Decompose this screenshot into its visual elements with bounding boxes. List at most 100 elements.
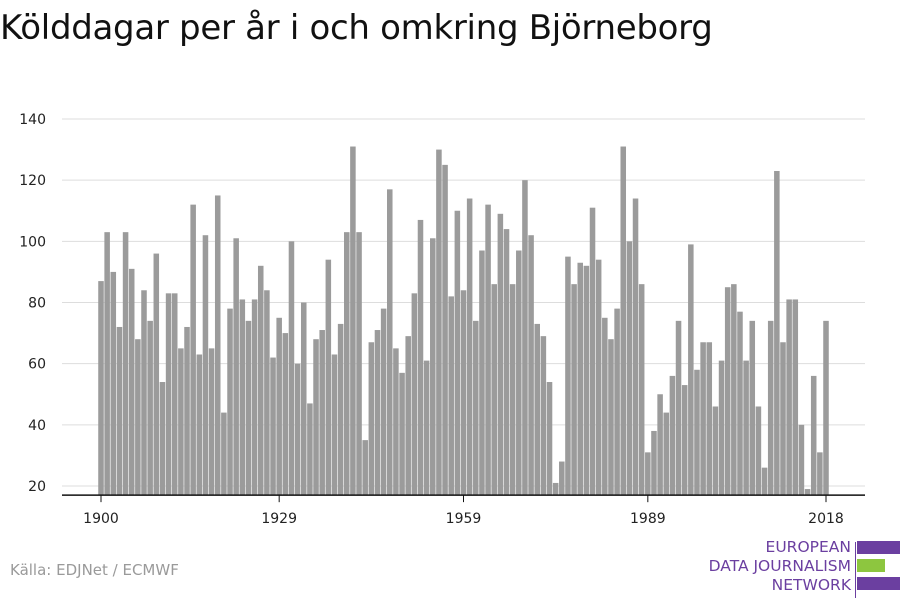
bar-1932 bbox=[294, 363, 301, 496]
bar-1987 bbox=[632, 198, 639, 496]
logo-text: EUROPEAN DATA JOURNALISM NETWORK bbox=[709, 538, 851, 595]
bar-1915 bbox=[190, 204, 196, 496]
bar-1950 bbox=[405, 336, 411, 496]
logo-divider bbox=[855, 542, 856, 598]
bar-1904 bbox=[122, 232, 129, 496]
bar-2007 bbox=[755, 406, 762, 496]
bar-1924 bbox=[245, 320, 252, 496]
bar-1976 bbox=[565, 256, 571, 496]
bar-1974 bbox=[552, 482, 559, 496]
bar-1968 bbox=[516, 250, 522, 496]
bar-1954 bbox=[430, 238, 436, 496]
bar-1909 bbox=[153, 253, 160, 496]
bar-1965 bbox=[497, 213, 504, 496]
bar-1958 bbox=[454, 210, 461, 496]
bar-1981 bbox=[595, 259, 602, 496]
bar-1913 bbox=[178, 348, 184, 496]
y-tick-label: 40 bbox=[28, 418, 46, 434]
bar-1956 bbox=[442, 164, 448, 496]
bar-1907 bbox=[141, 290, 147, 496]
bar-1961 bbox=[473, 320, 479, 496]
bar-1996 bbox=[688, 244, 694, 496]
bar-1900 bbox=[98, 281, 104, 496]
edjnet-logo: EUROPEAN DATA JOURNALISM NETWORK bbox=[700, 538, 900, 600]
bar-1977 bbox=[571, 284, 577, 496]
bar-2015 bbox=[804, 489, 811, 496]
bar-1997 bbox=[694, 369, 700, 496]
bar-1966 bbox=[503, 229, 510, 496]
y-tick-label: 100 bbox=[19, 234, 46, 250]
bar-2011 bbox=[780, 342, 786, 496]
bar-2004 bbox=[737, 311, 743, 496]
bar-1902 bbox=[110, 271, 117, 496]
logo-bar-top bbox=[857, 541, 900, 554]
bar-2005 bbox=[743, 360, 749, 496]
bar-2013 bbox=[792, 299, 799, 496]
y-axis-ticks: 20 40 60 80 100 120 140 bbox=[19, 112, 46, 495]
bar-1927 bbox=[264, 290, 270, 496]
bar-1989 bbox=[645, 452, 651, 496]
bar-1949 bbox=[399, 372, 405, 496]
bar-1923 bbox=[239, 299, 246, 496]
x-tick-label: 1929 bbox=[261, 511, 297, 527]
bar-1934 bbox=[307, 403, 313, 496]
bar-1972 bbox=[540, 336, 547, 496]
bar-1978 bbox=[577, 262, 584, 496]
bar-2002 bbox=[724, 287, 731, 496]
source-note: Källa: EDJNet / ECMWF bbox=[10, 561, 179, 579]
bar-1959 bbox=[460, 290, 467, 496]
x-tick-label: 1900 bbox=[83, 511, 119, 527]
bar-1988 bbox=[638, 284, 645, 496]
bar-1940 bbox=[343, 232, 350, 496]
bar-1948 bbox=[393, 348, 399, 496]
logo-line-1: EUROPEAN bbox=[765, 538, 851, 556]
bar-1979 bbox=[583, 265, 590, 496]
bar-1963 bbox=[485, 204, 491, 496]
bar-1914 bbox=[184, 326, 190, 496]
bar-1991 bbox=[657, 394, 663, 496]
bar-1938 bbox=[331, 354, 338, 496]
bar-1975 bbox=[559, 461, 565, 496]
bar-1946 bbox=[380, 308, 387, 496]
bar-1922 bbox=[233, 238, 239, 496]
bar-1960 bbox=[466, 198, 473, 496]
y-tick-label: 140 bbox=[19, 112, 46, 128]
y-tick-label: 20 bbox=[28, 479, 46, 495]
bar-1973 bbox=[546, 382, 553, 496]
bar-1901 bbox=[104, 232, 110, 496]
bar-1990 bbox=[651, 430, 657, 496]
bar-1929 bbox=[276, 317, 282, 496]
bar-1906 bbox=[135, 339, 141, 496]
bar-2001 bbox=[718, 360, 725, 496]
bar-2012 bbox=[786, 299, 792, 496]
logo-bar-bottom bbox=[857, 577, 900, 590]
bar-1933 bbox=[300, 302, 307, 496]
bar-1986 bbox=[626, 241, 633, 496]
bars bbox=[98, 146, 829, 496]
logo-line-2: DATA JOURNALISM bbox=[708, 557, 851, 575]
bar-1908 bbox=[147, 320, 153, 496]
chart-title: Kölddagar per år i och omkring Björnebor… bbox=[0, 8, 713, 48]
bar-2017 bbox=[817, 452, 823, 496]
bar-1999 bbox=[706, 342, 713, 496]
bar-1928 bbox=[270, 357, 276, 496]
bar-1969 bbox=[522, 180, 528, 496]
bar-1984 bbox=[614, 308, 620, 496]
bar-1952 bbox=[417, 219, 424, 496]
bar-1936 bbox=[319, 330, 325, 496]
bar-2009 bbox=[767, 320, 774, 496]
bar-1962 bbox=[479, 250, 485, 496]
bar-1939 bbox=[337, 323, 344, 496]
x-tick-label: 1989 bbox=[630, 511, 666, 527]
bar-1945 bbox=[374, 330, 381, 496]
bar-1947 bbox=[387, 189, 393, 496]
bar-1930 bbox=[282, 333, 289, 496]
bar-1943 bbox=[362, 440, 368, 496]
x-axis-ticks: 1900 1929 1959 1989 2018 bbox=[83, 495, 844, 527]
bar-1983 bbox=[608, 339, 614, 496]
bar-2000 bbox=[712, 406, 719, 496]
logo-bar-middle bbox=[857, 559, 885, 572]
bar-1942 bbox=[356, 232, 362, 496]
bar-1967 bbox=[509, 284, 516, 496]
